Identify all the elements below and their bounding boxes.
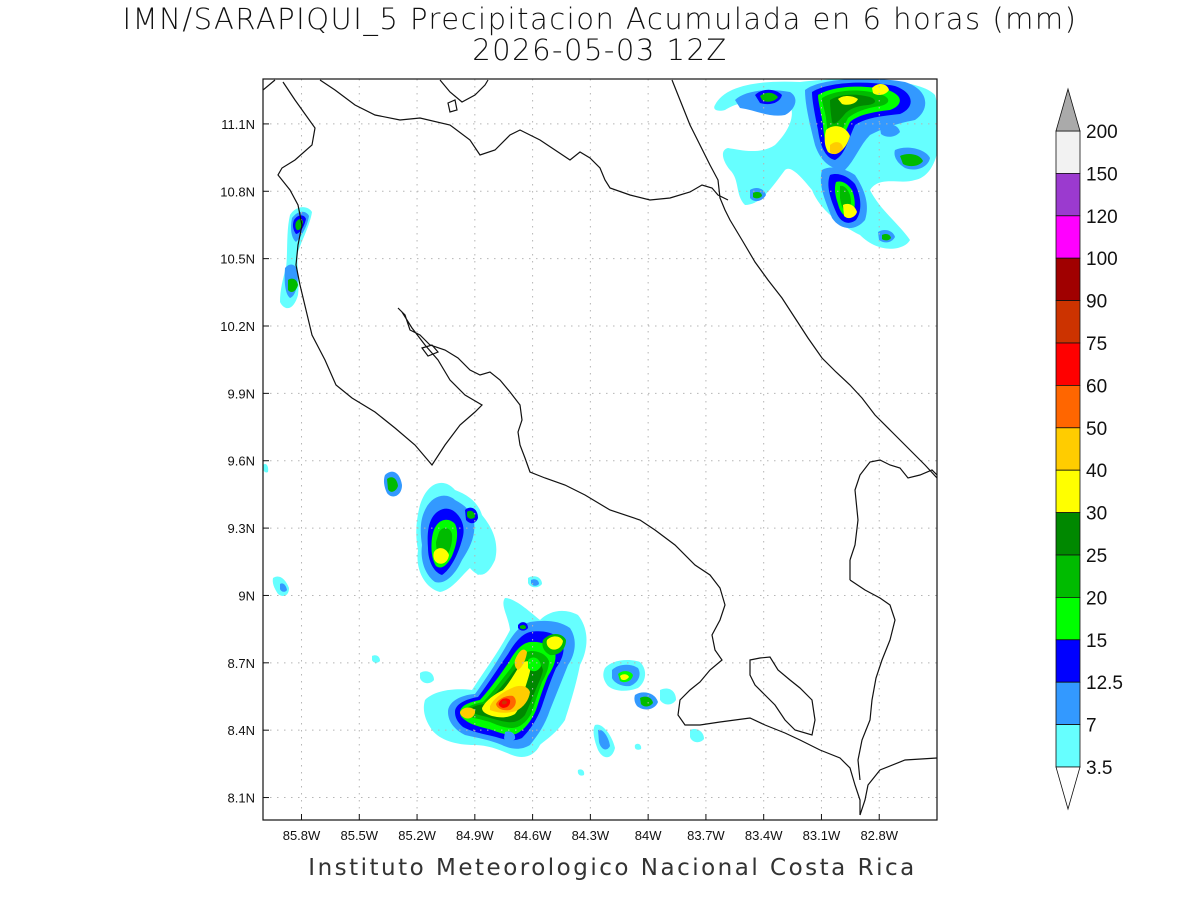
lat-tick-label: 8.1N — [228, 791, 255, 806]
lon-tick-label: 83.7W — [687, 828, 725, 843]
map-grid — [263, 79, 937, 820]
lon-tick-label: 84.6W — [514, 828, 552, 843]
colorbar-swatch — [1055, 130, 1081, 174]
colorbar-legend: 200 150 120 100 90 75 60 50 40 30 25 20 15 12.5 7 3.5 — [1055, 87, 1123, 811]
colorbar-swatch — [1055, 639, 1081, 683]
lon-tick-label: 85.2W — [398, 828, 436, 843]
precip-cluster-southeast — [603, 660, 658, 710]
longitude-axis: 85.8W 85.5W 85.2W 84.9W 84.6W 84.3W 84W 83.7W 83… — [283, 814, 899, 843]
colorbar-level-label: 3.5 — [1086, 758, 1112, 779]
lat-tick-label: 8.7N — [228, 656, 255, 671]
colorbar-level-label: 100 — [1086, 249, 1118, 270]
colorbar-swatch — [1055, 300, 1081, 344]
footer-credit: Instituto Meteorologico Nacional Costa R… — [308, 855, 917, 881]
lat-tick-label: 10.5N — [220, 252, 255, 267]
colorbar-swatch — [1055, 681, 1081, 726]
lat-tick-label: 9N — [238, 588, 255, 603]
colorbar-level-label: 12.5 — [1086, 673, 1123, 694]
colorbar-level-label: 75 — [1086, 334, 1107, 355]
lon-tick-label: 82.8W — [860, 828, 898, 843]
colorbar-swatch — [1055, 172, 1081, 217]
precip-cluster-south-pacific — [423, 598, 587, 757]
coastlines-and-borders — [263, 79, 937, 816]
lon-tick-label: 84.9W — [456, 828, 494, 843]
colorbar-swatch — [1055, 257, 1081, 302]
colorbar-level-label: 50 — [1086, 419, 1107, 440]
lat-tick-label: 9.3N — [228, 521, 255, 536]
map-title: IMN/SARAPIQUI_5 Precipitacion Acumulada … — [122, 2, 1078, 36]
colorbar-bottom-arrow — [1055, 766, 1081, 811]
colorbar-swatch — [1055, 384, 1081, 429]
lat-tick-label: 9.6N — [228, 454, 255, 469]
colorbar-swatch — [1055, 597, 1081, 641]
colorbar-level-label: 150 — [1086, 164, 1118, 185]
lon-tick-label: 83.1W — [803, 828, 841, 843]
colorbar-level-label: 7 — [1086, 716, 1097, 737]
lat-tick-label: 8.4N — [228, 723, 255, 738]
colorbar-level-label: 15 — [1086, 631, 1107, 652]
colorbar-swatch — [1055, 342, 1081, 386]
lat-tick-label: 9.9N — [228, 386, 255, 401]
colorbar-level-label: 120 — [1086, 207, 1118, 228]
colorbar-swatch — [1055, 512, 1081, 556]
lon-tick-label: 85.5W — [340, 828, 378, 843]
precipitation-field — [263, 79, 937, 776]
lon-tick-label: 85.8W — [283, 828, 321, 843]
precip-cluster-northeast — [714, 79, 937, 249]
colorbar-swatch — [1055, 724, 1081, 768]
colorbar-swatch — [1055, 554, 1081, 598]
lat-tick-label: 10.8N — [220, 184, 255, 199]
latitude-axis: 11.1N 10.8N 10.5N 10.2N 9.9N 9.6N 9.3N 9N 8.7N 8.… — [220, 117, 269, 806]
precip-cluster-northwest — [280, 207, 312, 309]
colorbar-swatch — [1055, 427, 1081, 471]
colorbar-level-label: 30 — [1086, 504, 1107, 525]
colorbar-swatch — [1055, 469, 1081, 514]
lon-tick-label: 83.4W — [745, 828, 783, 843]
lat-tick-label: 10.2N — [220, 319, 255, 334]
lat-tick-label: 11.1N — [221, 117, 255, 132]
colorbar-level-label: 40 — [1086, 461, 1107, 482]
colorbar-level-label: 20 — [1086, 588, 1107, 609]
colorbar-level-label: 200 — [1086, 122, 1118, 143]
colorbar-top-arrow — [1055, 87, 1081, 132]
colorbar-level-label: 90 — [1086, 292, 1107, 313]
lon-tick-label: 84.3W — [572, 828, 610, 843]
precip-cluster-central-pacific — [416, 482, 497, 592]
colorbar-swatch — [1055, 215, 1081, 259]
plot-frame — [262, 78, 938, 821]
colorbar-level-label: 60 — [1086, 376, 1107, 397]
colorbar-level-label: 25 — [1086, 546, 1107, 567]
lon-tick-label: 84W — [635, 828, 662, 843]
map-subtitle-date: 2026-05-03 12Z — [472, 33, 728, 67]
